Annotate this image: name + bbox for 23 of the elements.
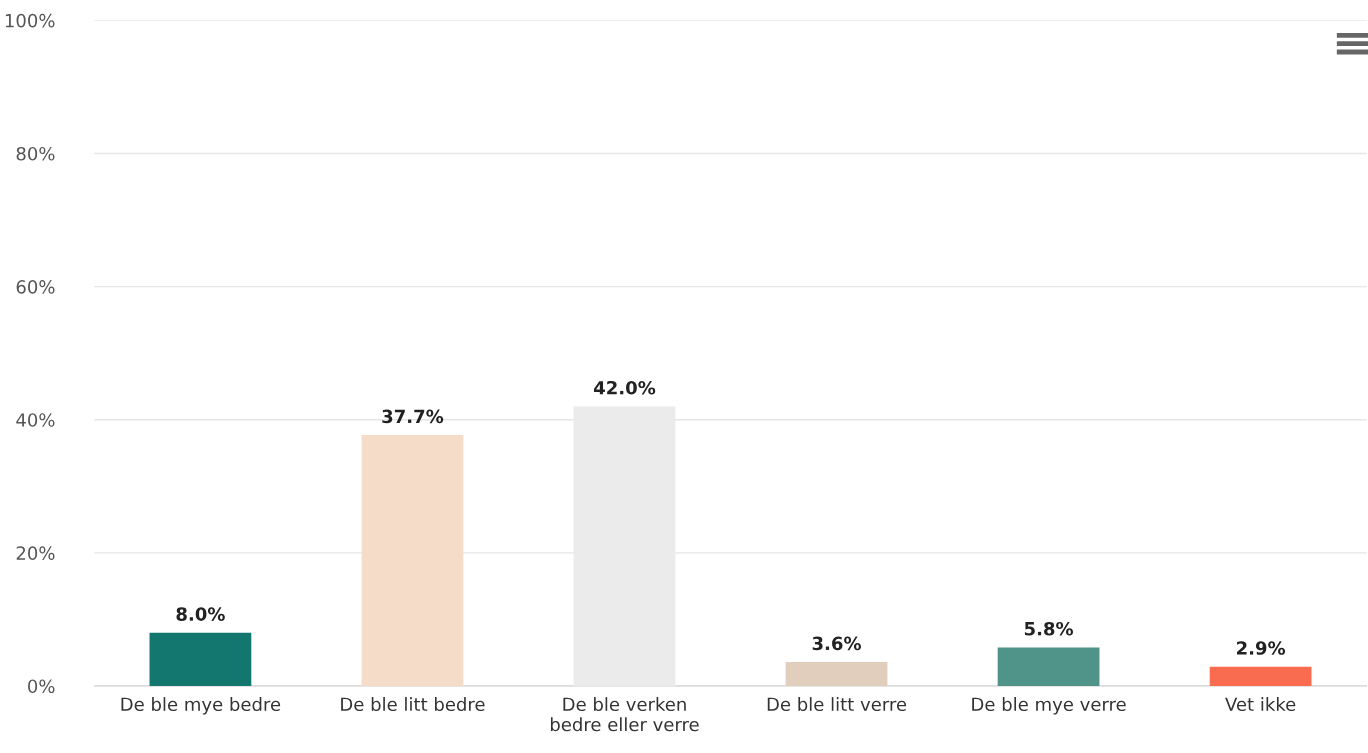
data-label: 2.9% [1237,641,1286,655]
bar [361,435,464,686]
x-tick-label: De ble verken bedre eller verre [550,697,699,732]
x-tick-label: Vet ikke [1225,697,1296,712]
data-label: 42.0% [593,380,656,395]
y-tick-label: 60% [16,280,55,294]
y-tick-label: 40% [16,413,55,427]
data-label: 37.7% [382,409,444,424]
y-tick-label: 20% [16,546,55,560]
x-tick-label: De ble mye bedre [121,697,281,715]
x-tick-label: De ble mye verre [972,697,1126,715]
x-tick-label: De ble litt bedre [341,697,485,712]
data-label: 5.8% [1024,621,1074,636]
bar [149,632,252,686]
bar [1209,666,1312,686]
bar [997,647,1100,686]
data-label: 3.6% [812,636,861,651]
y-tick-label: 80% [16,146,55,161]
data-label: 8.0% [176,607,225,621]
x-tick-label: De ble litt verre [767,697,907,712]
y-tick-label: 100% [5,13,55,28]
y-tick-label: 0% [28,679,55,694]
bar [785,662,888,686]
